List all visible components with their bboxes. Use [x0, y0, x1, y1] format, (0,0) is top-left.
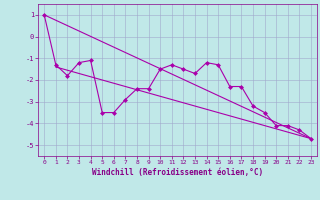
X-axis label: Windchill (Refroidissement éolien,°C): Windchill (Refroidissement éolien,°C) — [92, 168, 263, 177]
